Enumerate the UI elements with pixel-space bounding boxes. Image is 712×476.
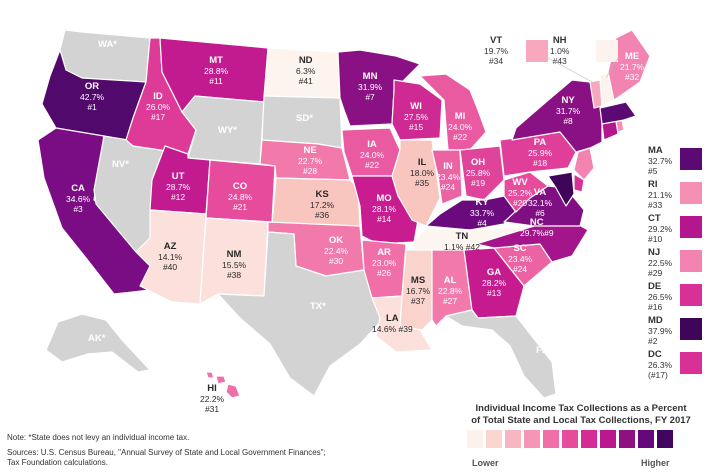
label-UT: UT 28.7% #12	[166, 171, 191, 203]
legend-swatch	[600, 430, 616, 448]
state-MD[interactable]	[547, 171, 575, 207]
state-MA[interactable]	[599, 101, 637, 125]
label-TN: TN 1.1% #42	[444, 231, 480, 253]
label-WA: WA*	[98, 39, 117, 50]
label-GA: GA 28.2% #13	[482, 267, 507, 299]
swatch-DC	[680, 352, 702, 374]
legend-swatch	[505, 430, 521, 448]
legend-higher-label: Higher	[641, 458, 670, 468]
label-TX: TX*	[310, 301, 326, 312]
label-KS: KS 17.2% #36	[310, 189, 335, 221]
state-OH[interactable]	[459, 145, 505, 201]
label-NM: NM 15.5% #38	[222, 249, 247, 281]
label-HI: HI 22.2% #31	[200, 383, 225, 415]
footnote: Note: *State does not levy an individual…	[7, 433, 190, 442]
label-MT: MT 28.8% #11	[204, 55, 229, 87]
label-MO: MO 28.1% #14	[372, 193, 397, 225]
label-AK: AK*	[88, 333, 106, 344]
legend-swatch	[543, 430, 559, 448]
state-FL[interactable]	[445, 309, 557, 399]
label-SC: SC 23.4% #24	[508, 243, 533, 275]
legend-swatch	[562, 430, 578, 448]
state-NY[interactable]	[511, 79, 603, 153]
label-OK: OK 22.4% #30	[324, 235, 349, 267]
swatch-DE	[680, 284, 702, 306]
legend-swatch	[486, 430, 502, 448]
sources: Sources: U.S. Census Bureau, "Annual Sur…	[7, 448, 387, 468]
label-ND: ND 6.3% #41	[296, 55, 316, 87]
label-NY: NY 31.7% #8	[556, 95, 581, 127]
label-AR: AR 23.0% #26	[372, 247, 397, 279]
legend-title: Individual Income Tax Collections as a P…	[455, 403, 707, 427]
label-AZ: AZ 14.1% #40	[158, 241, 183, 273]
legend-title-line2: of Total State and Local Tax Collections…	[471, 415, 691, 426]
swatch-CT	[680, 216, 702, 238]
state-IN[interactable]	[431, 149, 463, 205]
label-IA: IA 24.0% #22	[360, 139, 385, 171]
legend-swatch	[467, 430, 483, 448]
sources-line2: Tax Foundation calculations.	[7, 458, 108, 467]
swatch-VT	[526, 40, 548, 62]
label-MI: MI 24.0% #22	[448, 111, 473, 143]
legend-title-line1: Individual Income Tax Collections as a P…	[475, 403, 687, 414]
label-NE: NE 22.7% #28	[298, 145, 323, 177]
label-CA: CA 34.6% #3	[66, 183, 91, 215]
legend-swatch	[581, 430, 597, 448]
state-MI[interactable]	[419, 73, 487, 151]
legend-lower-label: Lower	[472, 458, 499, 468]
state-ME[interactable]	[607, 29, 651, 101]
label-SD: SD*	[296, 113, 313, 124]
label-NC: NC 29.7%#9	[520, 217, 554, 239]
legend-swatch	[657, 430, 673, 448]
label-OH: OH 25.8% #19	[466, 157, 491, 189]
label-CO: CO 24.8% #21	[228, 181, 253, 213]
label-ME: ME 21.7% #32	[620, 51, 645, 83]
swatch-MD	[680, 318, 702, 340]
swatch-NJ	[680, 250, 702, 272]
label-IL: IL 18.0% #35	[410, 157, 435, 189]
label-WV: WV 25.2% #20	[508, 177, 533, 209]
label-OR: OR 42.7% #1	[80, 81, 105, 113]
label-NV: NV*	[112, 159, 129, 170]
state-HI-island[interactable]	[225, 383, 241, 399]
state-AK[interactable]	[45, 313, 151, 373]
label-MS: MS 16.7% #37	[406, 275, 431, 307]
state-KS[interactable]	[271, 177, 361, 227]
legend-swatch	[619, 430, 635, 448]
legend-swatch	[638, 430, 654, 448]
swatch-NH	[596, 40, 618, 62]
state-NJ[interactable]	[573, 147, 595, 181]
state-TX[interactable]	[217, 231, 385, 397]
swatch-RI	[680, 182, 702, 204]
label-FL: FL*	[536, 345, 552, 356]
state-WI[interactable]	[391, 79, 443, 141]
state-DE[interactable]	[573, 173, 585, 193]
sources-line1: Sources: U.S. Census Bureau, "Annual Sur…	[7, 448, 326, 457]
label-WI: WI 27.5% #15	[404, 101, 429, 133]
label-MN: MN 31.9% #7	[358, 71, 383, 103]
state-HI[interactable]	[215, 375, 227, 385]
label-WY: WY*	[218, 125, 237, 136]
state-HI-island-2[interactable]	[205, 371, 215, 379]
label-LA: LA 14.6% #39	[372, 313, 413, 335]
label-IN: IN 23.4% #24	[436, 161, 461, 193]
label-PA: PA 25.9% #18	[528, 137, 553, 169]
label-ID: ID 26.0% #17	[146, 91, 171, 123]
label-KY: KY 33.7% #4	[470, 197, 495, 229]
legend-swatch	[524, 430, 540, 448]
swatch-MA	[680, 148, 702, 170]
label-AL: AL 22.8% #27	[438, 275, 463, 307]
label-VA: VA 32.1% #6	[528, 187, 553, 219]
legend-scale	[467, 430, 673, 448]
